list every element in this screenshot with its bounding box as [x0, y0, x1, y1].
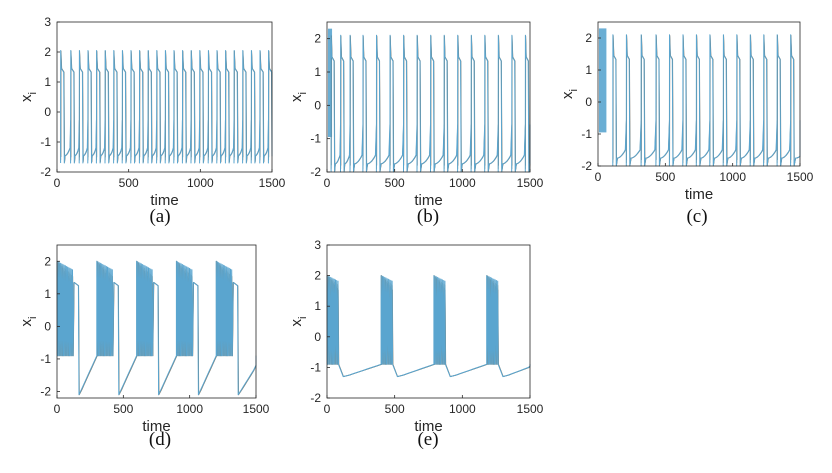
panel-caption: (d) [149, 429, 171, 450]
transient-band [599, 28, 607, 133]
series-line [330, 34, 531, 173]
x-tick-label: 500 [119, 176, 139, 190]
y-tick-label: 2 [44, 254, 51, 268]
x-tick-label: 1500 [243, 402, 270, 416]
y-tick-label: 2 [314, 269, 321, 283]
panel-b: 0 500 1000 1500 -2 -1 0 1 2 time xi (b) [288, 21, 544, 227]
x-tick-label: 0 [324, 402, 331, 416]
y-tick-label: 1 [585, 63, 592, 77]
x-tick-label: 0 [324, 176, 331, 190]
y-tick-label: 2 [585, 31, 592, 45]
axes-frame [326, 21, 531, 173]
x-tick-label: 500 [385, 176, 405, 190]
y-tick-label: 2 [314, 32, 321, 46]
series-line [326, 275, 531, 378]
y-tick-label: 1 [44, 287, 51, 301]
series-line [612, 34, 801, 167]
panel-caption: (b) [417, 206, 439, 227]
y-tick-label: 3 [314, 238, 321, 252]
axes-frame [56, 244, 257, 399]
x-tick-label: 1500 [787, 170, 814, 184]
axes-frame [56, 21, 273, 173]
transient-block [599, 28, 607, 133]
x-axis-label: time [150, 192, 178, 209]
y-tick-label: 0 [44, 105, 51, 119]
y-tick-label: -2 [40, 384, 51, 398]
y-tick-label: -1 [581, 127, 592, 141]
panel-caption: (c) [686, 206, 707, 227]
y-tick-label: 1 [44, 75, 51, 89]
transient-block [328, 28, 333, 138]
y-tick-label: 0 [314, 330, 321, 344]
series-line [326, 275, 531, 378]
y-tick-label: -1 [310, 132, 321, 146]
x-tick-label: 500 [385, 402, 405, 416]
y-tick-label: 0 [585, 95, 592, 109]
x-tick-label: 1000 [187, 176, 214, 190]
panel-a: 0 500 1000 1500 -2 -1 0 1 2 3 time xi (a) [18, 15, 286, 227]
y-axis-label-subscript: i [297, 317, 309, 319]
y-tick-label: 0 [44, 319, 51, 333]
panel-c: 0 500 1000 1500 -2 -1 0 1 2 time xi (c) [559, 21, 814, 227]
x-axis-label: time [685, 186, 713, 203]
y-axis-label-subscript: i [568, 89, 580, 91]
x-axis-label: time [414, 192, 442, 209]
y-tick-label: -1 [40, 352, 51, 366]
y-tick-label: -1 [40, 135, 51, 149]
x-tick-label: 1000 [719, 170, 746, 184]
y-tick-label: -2 [310, 391, 321, 405]
y-tick-label: 1 [314, 65, 321, 79]
panel-d: 0 500 1000 1500 -2 -1 0 1 2 time xi (d) [18, 244, 270, 450]
x-tick-label: 1500 [517, 176, 544, 190]
transient-band [328, 28, 333, 138]
y-tick-label: 2 [44, 45, 51, 59]
panel-caption: (a) [149, 206, 170, 227]
axes-frame [597, 21, 801, 167]
y-axis-label: xi [288, 92, 309, 102]
x-axis-label: time [142, 418, 170, 435]
y-axis-label: xi [18, 92, 39, 102]
x-tick-label: 0 [54, 176, 61, 190]
series-line [326, 275, 531, 378]
x-tick-label: 1500 [517, 402, 544, 416]
y-axis-label-subscript: i [27, 317, 39, 319]
axes-frame [326, 244, 531, 399]
series-line [56, 260, 257, 396]
x-tick-label: 1000 [449, 402, 476, 416]
x-tick-label: 1500 [259, 176, 286, 190]
y-tick-label: -2 [581, 159, 592, 173]
x-tick-label: 1000 [449, 176, 476, 190]
y-axis-label-subscript: i [297, 92, 309, 94]
y-axis-label: xi [18, 317, 39, 327]
x-tick-label: 0 [595, 170, 602, 184]
panel-caption: (e) [417, 429, 438, 450]
series-line [60, 50, 273, 164]
x-tick-label: 1000 [176, 402, 203, 416]
x-axis-label: time [414, 418, 442, 435]
y-tick-label: -2 [40, 165, 51, 179]
y-tick-label: 1 [314, 299, 321, 313]
x-tick-label: 500 [655, 170, 675, 184]
y-axis-label: xi [288, 317, 309, 327]
panel-e: 0 500 1000 1500 -2 -1 0 1 2 3 time xi (e) [288, 238, 544, 450]
y-tick-label: 3 [44, 15, 51, 29]
y-tick-label: -1 [310, 360, 321, 374]
y-axis-label: xi [559, 89, 580, 99]
x-tick-label: 500 [113, 402, 133, 416]
x-tick-label: 0 [54, 402, 61, 416]
y-tick-label: 0 [314, 98, 321, 112]
y-tick-label: -2 [310, 165, 321, 179]
y-axis-label-subscript: i [27, 92, 39, 94]
